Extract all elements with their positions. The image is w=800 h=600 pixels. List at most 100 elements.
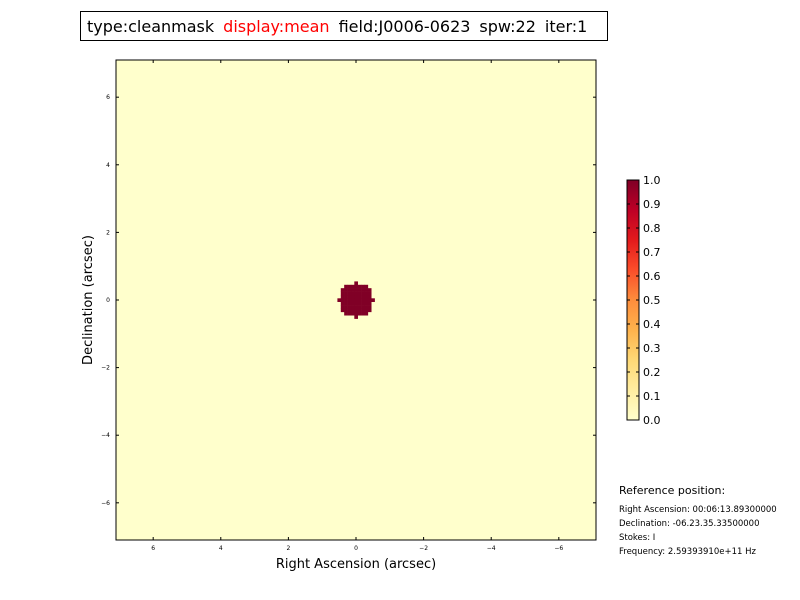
y-tick-label: 6 <box>106 94 110 101</box>
reference-ra: Right Ascension: 00:06:13.89300000 <box>619 505 777 515</box>
mask-cell <box>340 288 345 292</box>
mask-cell <box>367 308 372 313</box>
y-tick-label: −2 <box>101 365 110 372</box>
x-tick-label: −6 <box>554 545 563 552</box>
mask-cell <box>364 311 369 316</box>
mask-cell <box>364 294 369 299</box>
colorbar-tick-label: 0.8 <box>643 222 661 235</box>
mask-cell <box>364 284 369 289</box>
mask-cell <box>350 308 355 313</box>
x-tick-label: −4 <box>487 545 496 552</box>
colorbar-tick-label: 0.4 <box>643 318 661 331</box>
mask-cell <box>347 305 352 309</box>
mask-cell <box>350 298 355 302</box>
mask-cell <box>367 301 372 306</box>
mask-cell <box>371 298 375 302</box>
mask-cell <box>361 288 365 292</box>
mask-cell <box>357 308 362 313</box>
y-tick-label: 2 <box>106 229 110 236</box>
title-type: type:cleanmask <box>87 16 215 36</box>
mask-cell <box>340 294 345 299</box>
mask-cell <box>350 291 355 296</box>
y-tick-label: −6 <box>101 500 110 507</box>
mask-cell <box>344 308 348 313</box>
reference-dec: Declination: -06.23.35.33500000 <box>619 519 760 529</box>
mask-cell <box>344 288 348 292</box>
mask-cell <box>367 288 372 292</box>
mask-cell <box>344 284 348 289</box>
x-axis-ticks: 6 4 2 0 −2 −4 −6 <box>151 60 563 552</box>
reference-position-info: Reference position: Right Ascension: 00:… <box>619 484 777 559</box>
mask-cell <box>361 298 365 302</box>
mask-cell <box>354 315 358 319</box>
mask-cell <box>347 288 352 292</box>
colorbar-tick-label: 0.7 <box>643 246 661 259</box>
reference-heading: Reference position: <box>619 484 726 497</box>
mask-cell <box>354 298 358 302</box>
mask-cell <box>344 305 348 309</box>
mask-cell <box>344 291 348 296</box>
colorbar-tick-label: 0.3 <box>643 342 661 355</box>
mask-cell <box>354 288 358 292</box>
x-tick-label: 2 <box>286 545 290 552</box>
mask-cell <box>344 294 348 299</box>
title-spw: spw:22 <box>479 16 536 36</box>
colorbar-ticks: 0.0 0.1 0.2 0.3 0.4 0.5 0.6 0.7 0.8 0.9 1.0 <box>627 174 661 427</box>
mask-region-layer <box>337 281 375 319</box>
y-axis-ticks: 6 4 2 0 −2 −4 −6 <box>101 94 596 507</box>
y-tick-label: −4 <box>101 432 110 439</box>
mask-cell <box>350 311 355 316</box>
mask-cell <box>357 301 362 306</box>
mask-cell <box>354 305 358 309</box>
mask-cell <box>340 301 345 306</box>
mask-cell <box>337 298 342 302</box>
mask-cell <box>340 305 345 309</box>
mask-cell <box>364 291 369 296</box>
colorbar-tick-label: 0.0 <box>643 414 661 427</box>
mask-cell <box>357 311 362 316</box>
colorbar-tick-label: 0.2 <box>643 366 661 379</box>
title-field: field:J0006-0623 <box>338 16 471 36</box>
mask-cell <box>344 311 348 316</box>
mask-cell <box>357 294 362 299</box>
title-iter: iter:1 <box>544 16 588 36</box>
x-tick-label: 0 <box>354 545 358 552</box>
mask-cell <box>350 284 355 289</box>
reference-frequency: Frequency: 2.59393910e+11 Hz <box>619 547 756 557</box>
title-display: display:mean <box>223 16 330 36</box>
plot-title-box: type:cleanmask display:mean field:J0006-… <box>80 11 608 41</box>
mask-cell <box>354 284 358 289</box>
mask-cell <box>361 311 365 316</box>
mask-cell <box>357 291 362 296</box>
colorbar-tick-label: 0.6 <box>643 270 661 283</box>
mask-cell <box>361 284 365 289</box>
mask-cell <box>354 301 358 306</box>
mask-cell <box>344 301 348 306</box>
mask-cell <box>357 288 362 292</box>
x-tick-label: 4 <box>219 545 223 552</box>
mask-cell <box>350 294 355 299</box>
mask-cell <box>361 308 365 313</box>
colorbar-tick-label: 0.5 <box>643 294 661 307</box>
mask-cell <box>364 288 369 292</box>
y-tick-label: 4 <box>106 162 110 169</box>
mask-cell <box>340 308 345 313</box>
mask-cell <box>364 305 369 309</box>
mask-cell <box>361 305 365 309</box>
mask-cell <box>364 308 369 313</box>
mask-cell <box>361 291 365 296</box>
y-axis-label: Declination (arcsec) <box>81 235 96 365</box>
mask-cell <box>354 291 358 296</box>
mask-cell <box>367 294 372 299</box>
y-tick-label: 0 <box>106 297 110 304</box>
mask-cell <box>340 291 345 296</box>
mask-cell <box>347 291 352 296</box>
mask-cell <box>367 298 372 302</box>
mask-cell <box>364 301 369 306</box>
x-tick-label: −2 <box>419 545 428 552</box>
mask-cell <box>344 298 348 302</box>
mask-cell <box>354 294 358 299</box>
mask-cell <box>357 298 362 302</box>
mask-cell <box>347 308 352 313</box>
mask-cell <box>364 298 369 302</box>
